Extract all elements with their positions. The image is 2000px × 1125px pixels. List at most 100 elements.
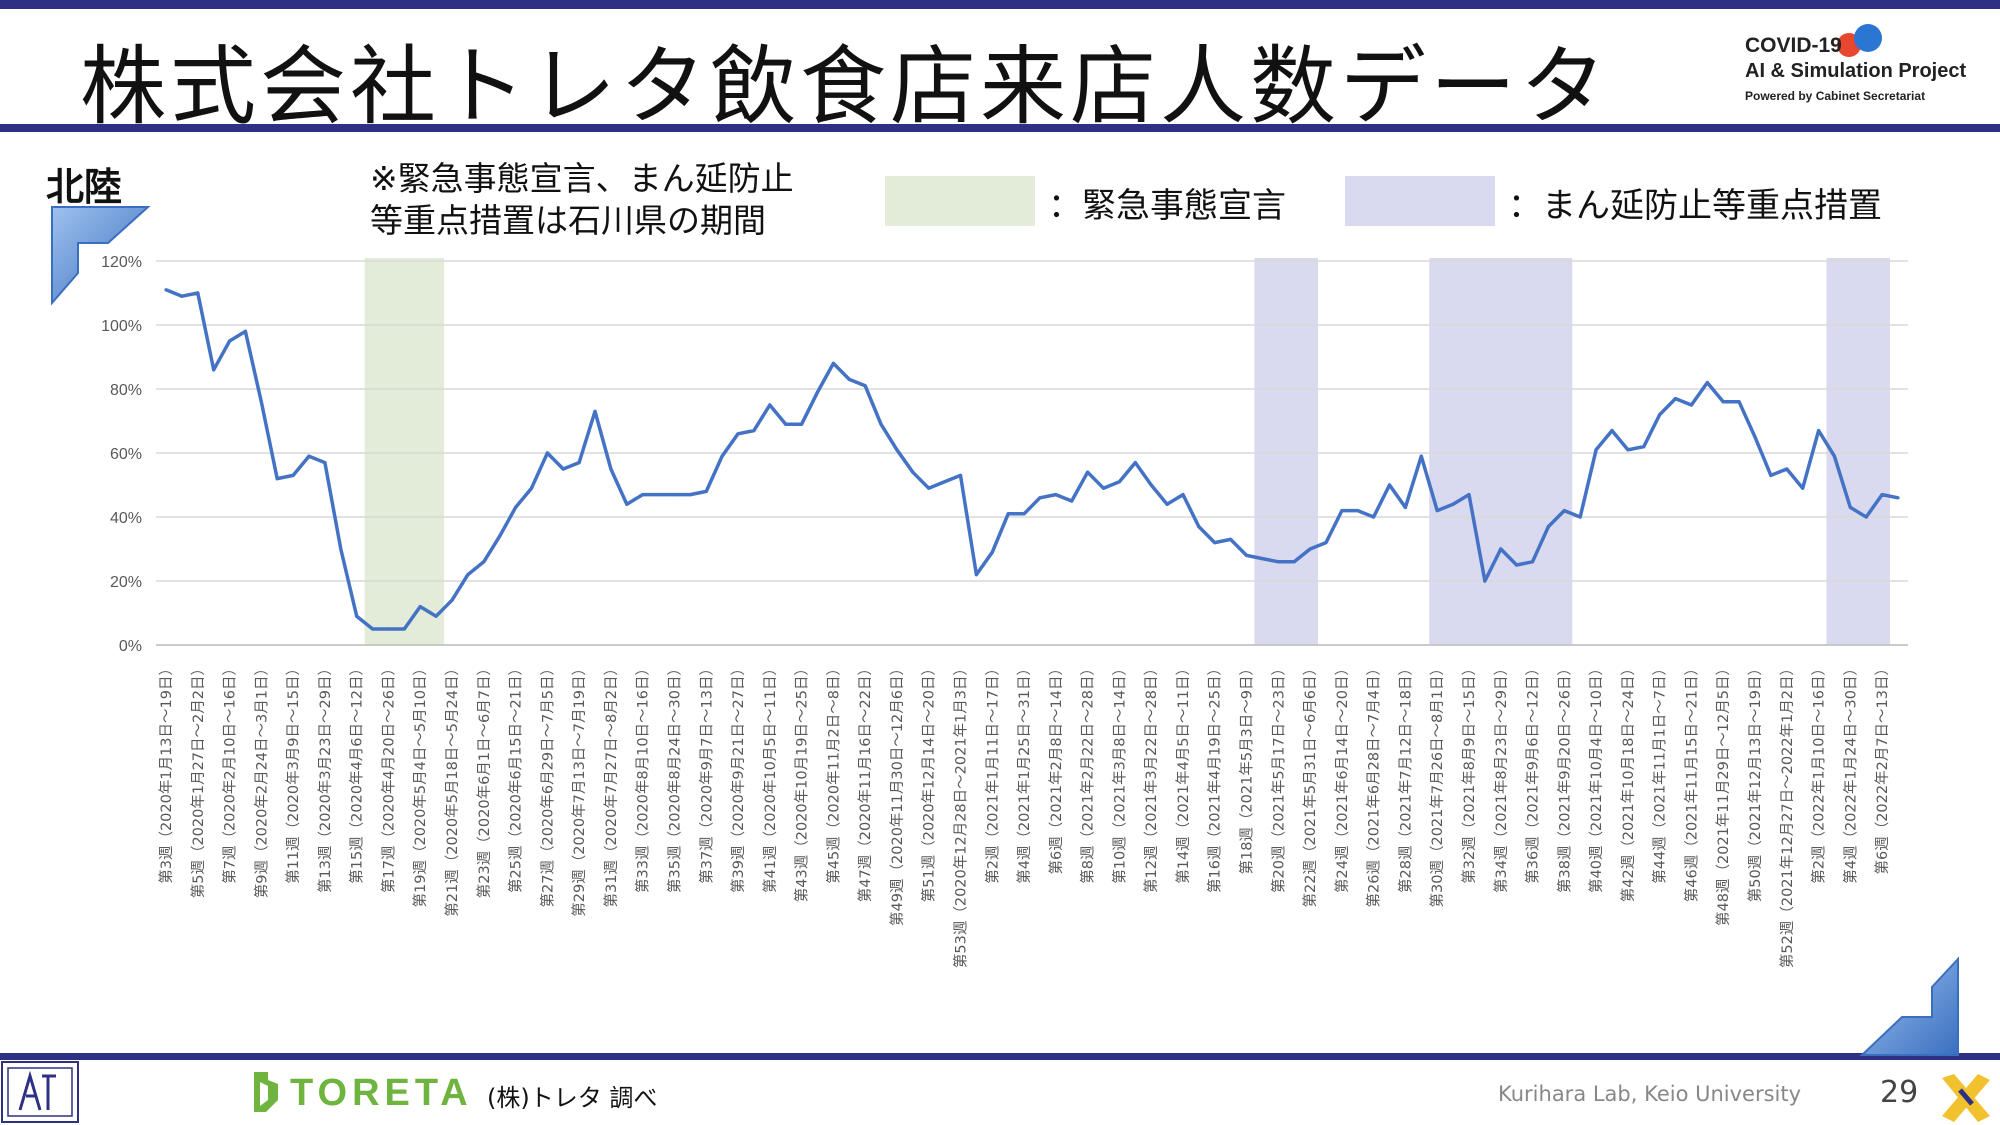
data-point	[498, 534, 502, 538]
data-point	[768, 403, 772, 407]
data-point	[1530, 560, 1535, 564]
x-tick-label: 第52週（2021年12月27日～2022年1月2日）	[1778, 661, 1796, 968]
manen-period-band	[1826, 258, 1891, 645]
project-logo-line3: Powered by Cabinet Secretariat	[1745, 89, 1926, 103]
x-tick-label: 第46週（2021年11月15日～21日）	[1682, 661, 1700, 902]
visitor-line-chart: 0% 20% 40% 60% 80% 100% 120% 第3週（2020年1月13日～19日…	[101, 254, 1908, 968]
data-point	[1673, 397, 1678, 401]
page-title: 株式会社トレタ飲食店来店人数データ	[80, 37, 1610, 137]
data-point	[1578, 515, 1582, 519]
data-point	[1054, 493, 1058, 497]
data-point	[1356, 509, 1360, 513]
toreta-logo-icon	[254, 1072, 278, 1112]
data-point	[1165, 502, 1169, 506]
data-point	[1022, 512, 1026, 516]
data-point	[911, 470, 915, 474]
data-point	[1387, 483, 1392, 487]
data-point	[1499, 547, 1503, 551]
data-point	[227, 339, 232, 343]
x-tick-label: 第38週（2021年9月20日～26日）	[1555, 661, 1573, 893]
x-tick-label: 第33週（2020年8月10日～16日）	[634, 661, 652, 893]
data-point	[386, 627, 391, 631]
data-point	[1737, 400, 1741, 404]
x-tick-label: 第24週（2021年6月14日～20日）	[1333, 661, 1351, 893]
x-tick-label: 第8週（2021年2月22日～28日）	[1079, 661, 1097, 884]
data-point	[561, 467, 565, 471]
data-point	[672, 493, 677, 497]
data-point	[927, 486, 931, 490]
legend-manen-label: ：まん延防止等重点措置	[1508, 186, 1882, 226]
data-point	[513, 505, 518, 509]
data-point	[1229, 537, 1233, 542]
x-tick-label: 第2週（2022年1月10日～16日）	[1810, 661, 1828, 884]
data-point	[1848, 505, 1852, 509]
x-tick-label: 第2週（2021年1月11日～17日）	[983, 661, 1001, 884]
footer-divider	[0, 1053, 2000, 1060]
x-tick-label: 第47週（2020年11月16日～22日）	[856, 661, 874, 902]
x-tick-label: 第26週（2021年6月28日～7月4日）	[1365, 661, 1383, 907]
data-point	[656, 493, 661, 497]
source-note: (株)トレタ 調べ	[487, 1084, 658, 1112]
data-point	[339, 547, 343, 551]
data-point	[196, 291, 200, 295]
data-point	[1626, 448, 1630, 452]
project-logo-blue-dot	[1854, 24, 1882, 52]
data-point	[990, 550, 994, 554]
data-point	[625, 502, 629, 506]
data-point	[259, 400, 263, 404]
x-tick-label: 第42週（2021年10月18日～24日）	[1619, 661, 1637, 902]
x-tick-label: 第49週（2020年11月30日～12月6日）	[888, 661, 906, 926]
x-tick-label: 第4週（2021年1月25日～31日）	[1015, 661, 1033, 884]
data-point	[1070, 499, 1074, 503]
data-point	[1483, 579, 1487, 583]
x-tick-label: 第23週（2020年6月1日～6月7日）	[475, 661, 493, 898]
data-point	[307, 454, 311, 458]
x-tick-label: 第18週（2021年5月3日～9日）	[1238, 661, 1256, 875]
x-tick-label: 第29週（2020年7月13日～7月19日）	[570, 661, 588, 917]
data-point	[1642, 445, 1646, 449]
project-logo: COVID-19 AI & Simulation Project Powered…	[1745, 34, 1966, 103]
y-tick-label: 100%	[101, 318, 142, 335]
data-point	[1181, 493, 1185, 497]
x-tick-label: 第25週（2020年6月15日～21日）	[507, 661, 525, 893]
data-point	[1562, 509, 1566, 513]
data-point	[1769, 473, 1773, 477]
data-point	[863, 384, 867, 388]
data-point	[1324, 541, 1328, 545]
data-point	[799, 422, 804, 426]
data-point	[752, 429, 756, 433]
data-point	[1101, 486, 1106, 490]
data-point	[1753, 435, 1757, 439]
data-point	[323, 461, 327, 465]
data-point	[1864, 515, 1868, 519]
lab-credit: Kurihara Lab, Keio University	[1498, 1082, 1802, 1106]
data-point	[1896, 496, 1900, 500]
y-tick-label: 20%	[110, 574, 142, 591]
y-tick-label: 0%	[119, 638, 142, 655]
data-point	[1515, 563, 1519, 567]
page-number: 29	[1880, 1075, 1919, 1110]
data-point	[784, 422, 788, 426]
data-point	[1785, 467, 1789, 471]
x-tick-label: 第30週（2021年7月26日～8月1日）	[1428, 661, 1446, 907]
x-tick-label: 第3週（2020年1月13日～19日）	[157, 661, 175, 884]
x-tick-label: 第43週（2020年10月19日～25日）	[793, 661, 811, 902]
x-tick-label: 第32週（2021年8月9日～15日）	[1460, 661, 1478, 884]
data-point	[1117, 480, 1121, 484]
manen-period-band	[1254, 258, 1319, 645]
data-point	[1801, 486, 1805, 490]
x-tick-label: 第35週（2020年8月24日～30日）	[665, 661, 683, 893]
data-point	[1038, 496, 1042, 500]
data-point	[529, 486, 534, 490]
lab-logo-icon	[1, 1061, 79, 1123]
data-point	[1419, 454, 1423, 458]
x-tick-label: 第13週（2020年3月23日～29日）	[316, 661, 334, 893]
y-tick-label: 80%	[110, 382, 142, 399]
data-point	[815, 390, 820, 394]
x-tick-label: 第31週（2020年7月27日～8月2日）	[602, 661, 620, 907]
region-label: 北陸	[46, 165, 123, 209]
data-point	[577, 461, 581, 465]
x-tick-label: 第36週（2021年9月6日～12日）	[1524, 661, 1542, 884]
x-tick-label: 第40週（2021年10月4日～10日）	[1587, 661, 1605, 893]
data-point	[243, 329, 248, 333]
